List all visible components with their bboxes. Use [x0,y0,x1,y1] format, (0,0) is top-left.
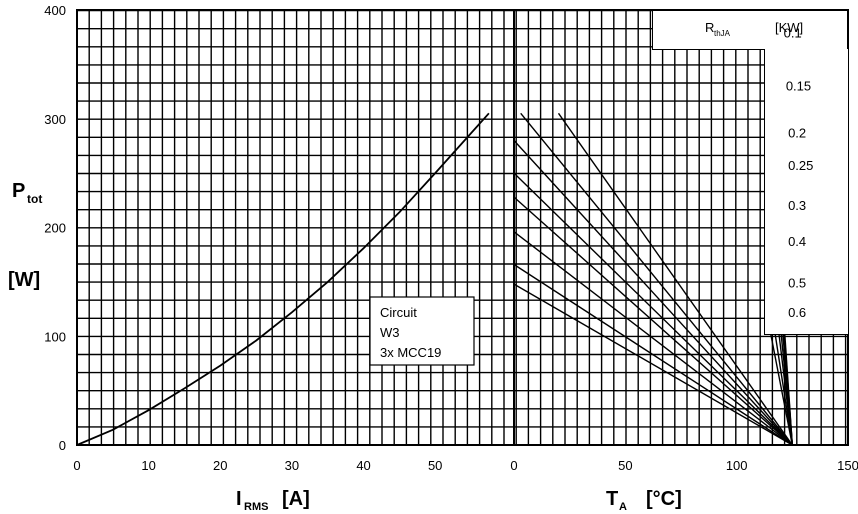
derating-line [513,196,793,446]
x-tick-label-left: 20 [213,458,227,473]
annotation-line-2: W3 [380,325,400,340]
x-tick-label-left: 50 [428,458,442,473]
left-x-axis-title-sub: RMS [244,501,268,513]
power-curve [76,112,490,446]
x-tick-label-left: 0 [73,458,80,473]
legend-header-main: R [705,20,714,35]
x-tick-label-left: 30 [285,458,299,473]
legend-header-unit: [KW] [775,20,803,35]
inset-box [765,49,848,334]
y-tick-label: 0 [59,438,66,453]
legend-item-label: 0.1 [784,25,802,40]
legend: 0.1 0.15 0.2 0.25 0.3 0.4 0.5 0.6 [784,25,814,319]
derating-line [513,140,793,446]
circuit-annotation: Circuit W3 3x MCC19 [369,296,475,366]
x-tick-label-right: 50 [618,458,632,473]
legend-item-label: 0.25 [788,158,813,173]
legend-item-label: 0.5 [788,275,806,290]
y-axis-title: P tot [W] [8,180,42,291]
derating-line [513,263,793,446]
y-axis-title-unit: [W] [8,269,40,291]
x-tick-label-right: 150 [837,458,858,473]
left-x-axis-title: I RMS [A] [236,488,310,513]
right-x-axis-title-unit: [°C] [646,488,682,510]
rth-line [769,330,793,446]
y-tick-label: 300 [44,112,66,127]
y-tick-label: 100 [44,329,66,344]
x-tick-label-left: 40 [356,458,370,473]
y-tick-label: 400 [44,3,66,18]
left-x-axis-title-main: I [236,488,242,510]
left-x-axis-title-unit: [A] [282,488,310,510]
y-axis-title-main: P [12,180,25,202]
derating-line [520,112,793,446]
legend-item-label: 0.4 [788,234,806,249]
x-tick-label-right: 0 [510,458,517,473]
x-tick-label-left: 10 [141,458,155,473]
legend-item-label: 0.2 [788,125,806,140]
right-x-axis-title-sub: A [619,501,627,513]
legend-item-label: 0.15 [786,79,811,94]
legend-header-box [653,11,847,49]
x-tick-label-right: 100 [726,458,748,473]
right-x-axis-title-main: T [606,488,618,510]
y-axis-title-sub: tot [27,192,42,206]
tick-labels: 0 10 20 30 40 50 0 50 100 150 0 100 200 300 400 [44,3,858,473]
right-x-axis-title: T A [°C] [606,488,682,513]
legend-header: R thJA [KW] [705,20,803,38]
derating-line [557,112,793,446]
legend-header-sub: thJA [714,29,731,38]
derating-line [513,231,793,446]
annotation-line-1: Circuit [380,305,417,320]
derating-line [513,283,793,446]
derating-line [513,172,793,446]
annotation-line-3: 3x MCC19 [380,345,441,360]
legend-item-label: 0.3 [788,198,806,213]
y-tick-label: 200 [44,221,66,236]
legend-item-label: 0.6 [788,305,806,320]
